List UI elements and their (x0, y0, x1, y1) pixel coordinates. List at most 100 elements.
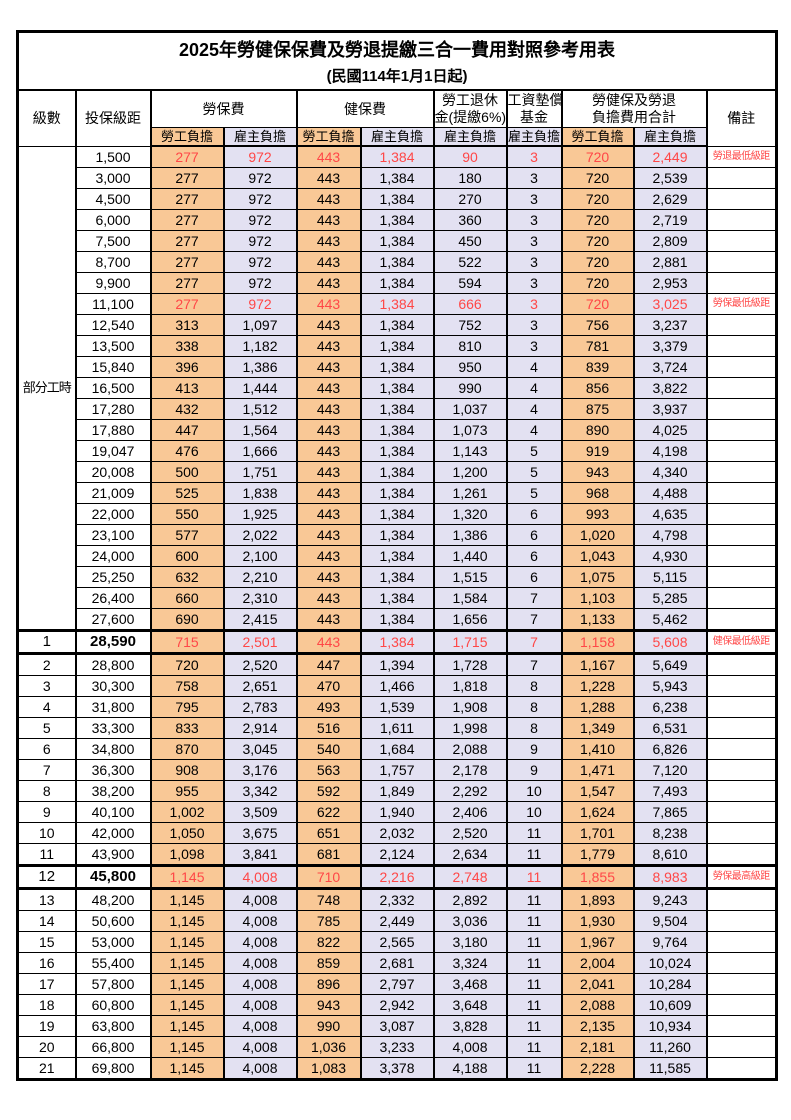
table-row: 3,000 277 972 443 1,384 180 3 720 2,539 (18, 167, 778, 189)
cell-total-employee: 720 (560, 293, 635, 315)
cell-wage-fund-employer: 11 (505, 1036, 563, 1058)
cell-wage-fund-employer: 11 (505, 822, 563, 844)
cell-health-employer: 1,384 (359, 377, 435, 399)
table-row: 3 30,300 758 2,651 470 1,466 1,818 8 1,228 5,943 (16, 675, 778, 697)
cell-health-employer: 1,384 (359, 209, 435, 231)
cell-health-employer: 3,233 (359, 1036, 435, 1058)
cell-remark (705, 780, 778, 802)
header-remark: 備註 (705, 89, 778, 147)
table-row: 9 40,100 1,002 3,509 622 1,940 2,406 10 1,624 7,8… (16, 801, 778, 823)
cell-pension-employer: 2,178 (432, 759, 508, 781)
cell-remark (705, 314, 778, 336)
cell-health-employee: 443 (295, 188, 362, 210)
cell-pension-employer: 4,188 (432, 1057, 508, 1080)
cell-labor-employer: 1,666 (222, 440, 298, 462)
cell-wage-fund-employer: 11 (505, 888, 563, 911)
cell-bracket: 30,300 (74, 675, 152, 697)
cell-wage-fund-employer: 3 (505, 335, 563, 357)
cell-bracket: 23,100 (74, 524, 152, 546)
table-row: 10 42,000 1,050 3,675 651 2,032 2,520 11 1,701 8,… (16, 822, 778, 844)
cell-health-employer: 1,384 (359, 440, 435, 462)
cell-labor-employee: 1,145 (149, 952, 225, 974)
cell-labor-employee: 1,002 (149, 801, 225, 823)
cell-health-employee: 443 (295, 587, 362, 609)
cell-level: 7 (16, 759, 77, 781)
cell-total-employer: 9,504 (632, 910, 708, 932)
cell-total-employer: 2,719 (632, 209, 708, 231)
cell-health-employer: 1,384 (359, 251, 435, 273)
header-total-employer-share: 雇主負擔 (632, 127, 708, 147)
cell-labor-employer: 1,512 (222, 398, 298, 420)
table-row: 26,400 660 2,310 443 1,384 1,584 7 1,103 5,285 (18, 587, 778, 609)
cell-total-employee: 1,779 (560, 843, 635, 866)
cell-health-employer: 1,384 (359, 314, 435, 336)
cell-total-employee: 2,181 (560, 1036, 635, 1058)
cell-pension-employer: 3,180 (432, 931, 508, 953)
cell-remark (705, 931, 778, 953)
cell-labor-employee: 795 (149, 696, 225, 718)
cell-pension-employer: 1,908 (432, 696, 508, 718)
cell-labor-employee: 690 (149, 608, 225, 631)
cell-labor-employer: 2,783 (222, 696, 298, 718)
cell-remark (705, 167, 778, 189)
cell-labor-employee: 277 (149, 209, 225, 231)
cell-wage-fund-employer: 7 (505, 587, 563, 609)
cell-total-employer: 2,629 (632, 188, 708, 210)
cell-level: 19 (16, 1015, 77, 1037)
cell-bracket: 24,000 (74, 545, 152, 567)
cell-level: 8 (16, 780, 77, 802)
cell-bracket: 22,000 (74, 503, 152, 525)
cell-health-employer: 1,384 (359, 145, 435, 168)
table-row: 24,000 600 2,100 443 1,384 1,440 6 1,043 4,930 (18, 545, 778, 567)
table-row: 8 38,200 955 3,342 592 1,849 2,292 10 1,547 7,493 (16, 780, 778, 802)
cell-total-employee: 781 (560, 335, 635, 357)
table-row: 17,880 447 1,564 443 1,384 1,073 4 890 4,025 (18, 419, 778, 441)
cell-health-employee: 443 (295, 356, 362, 378)
cell-level: 14 (16, 910, 77, 932)
cell-labor-employer: 972 (222, 251, 298, 273)
cell-wage-fund-employer: 6 (505, 524, 563, 546)
cell-pension-employer: 1,728 (432, 653, 508, 676)
cell-remark (705, 461, 778, 483)
cell-pension-employer: 3,324 (432, 952, 508, 974)
cell-remark (705, 608, 778, 631)
cell-bracket: 26,400 (74, 587, 152, 609)
cell-total-employee: 1,930 (560, 910, 635, 932)
cell-total-employer: 4,198 (632, 440, 708, 462)
cell-labor-employer: 4,008 (222, 888, 298, 911)
cell-total-employee: 1,967 (560, 931, 635, 953)
header-wage-fund-employer-share: 雇主負擔 (505, 127, 563, 147)
cell-total-employee: 2,228 (560, 1057, 635, 1080)
cell-bracket: 11,100 (74, 293, 152, 315)
cell-wage-fund-employer: 10 (505, 780, 563, 802)
cell-total-employee: 720 (560, 209, 635, 231)
cell-health-employee: 443 (295, 251, 362, 273)
cell-health-employer: 1,384 (359, 398, 435, 420)
cell-total-employee: 1,349 (560, 717, 635, 739)
cell-health-employee: 443 (295, 608, 362, 631)
cell-wage-fund-employer: 5 (505, 461, 563, 483)
cell-remark (705, 1057, 778, 1080)
reference-sheet: 2025年勞健保保費及勞退提繳三合一費用對照參考用表 (民國114年1月1日起)… (16, 30, 779, 1081)
cell-total-employee: 1,075 (560, 566, 635, 588)
cell-labor-employer: 972 (222, 167, 298, 189)
cell-health-employer: 2,124 (359, 843, 435, 866)
cell-health-employee: 443 (295, 398, 362, 420)
cell-health-employee: 1,036 (295, 1036, 362, 1058)
cell-labor-employee: 600 (149, 545, 225, 567)
cell-total-employer: 2,809 (632, 230, 708, 252)
table-row: 27,600 690 2,415 443 1,384 1,656 7 1,133 5,462 (18, 608, 778, 631)
table-body: 部分工時 1,500 277 972 443 1,384 90 3 720 2,449 勞退最低級距… (16, 145, 778, 1080)
cell-labor-employee: 1,145 (149, 910, 225, 932)
cell-total-employee: 943 (560, 461, 635, 483)
cell-health-employer: 2,797 (359, 973, 435, 995)
cell-total-employer: 5,285 (632, 587, 708, 609)
cell-labor-employer: 4,008 (222, 1057, 298, 1080)
cell-wage-fund-employer: 6 (505, 566, 563, 588)
cell-remark (705, 209, 778, 231)
cell-total-employee: 1,547 (560, 780, 635, 802)
table-row: 1 28,590 715 2,501 443 1,384 1,715 7 1,158 5,608 健… (16, 629, 778, 655)
cell-level: 12 (16, 864, 77, 890)
cell-wage-fund-employer: 11 (505, 864, 563, 890)
table-row: 13,500 338 1,182 443 1,384 810 3 781 3,379 (18, 335, 778, 357)
